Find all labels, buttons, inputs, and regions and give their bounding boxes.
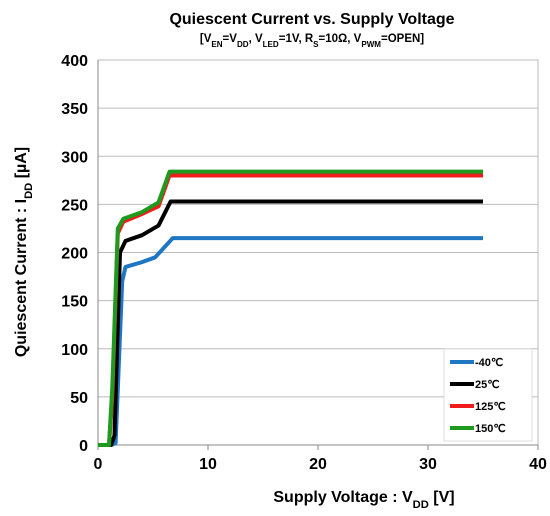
x-tick-label: 40 [529,456,547,473]
chart-title: Quiescent Current vs. Supply Voltage [169,11,454,28]
legend-label: 25℃ [475,379,500,391]
x-axis-label: Supply Voltage : VDD [V] [273,489,454,511]
y-tick-label: 150 [61,294,88,311]
label-part: DD [237,40,249,49]
x-tick-label: 10 [199,456,217,473]
label-part: S [313,40,319,49]
y-tick-label: 100 [61,342,88,359]
label-part: LED [263,40,279,49]
label-part: [V] [429,489,455,506]
label-part: PWM [361,40,381,49]
label-part: =1V, R [279,33,314,45]
label-part: DD [413,499,429,511]
chart-subtitle: [VEN=VDD, VLED=1V, RS=10Ω, VPWM=OPEN] [200,33,424,49]
y-tick-label: 50 [70,390,88,407]
legend-label: -40℃ [475,357,503,369]
y-tick-label: 200 [61,246,88,263]
label-part: , V [249,33,263,45]
y-tick-label: 350 [61,101,88,118]
label-part: [V [200,33,212,45]
label-part: Supply Voltage : V [273,489,413,506]
legend-label: 125℃ [475,401,506,413]
label-part: =V [223,33,238,45]
label-part: =OPEN] [381,33,424,45]
label-part: Quiescent Current : I [13,199,30,357]
x-tick-label: 0 [94,456,103,473]
series-line [98,173,483,447]
y-axis-label: Quiescent Current : IDD [µA] [13,147,35,357]
label-part: DD [23,183,35,199]
label-part: [µA] [13,147,30,183]
label-part: EN [211,40,222,49]
series-line [98,169,483,447]
series-line [98,236,483,447]
y-tick-label: 250 [61,197,88,214]
y-tick-label: 300 [61,149,88,166]
legend-box [443,348,533,442]
y-tick-label: 0 [79,438,88,455]
legend-label: 150℃ [475,423,506,435]
label-part: =10Ω, V [319,33,362,45]
y-tick-label: 400 [61,53,88,70]
series-line [98,199,483,447]
x-tick-label: 30 [419,456,437,473]
x-tick-label: 20 [309,456,327,473]
